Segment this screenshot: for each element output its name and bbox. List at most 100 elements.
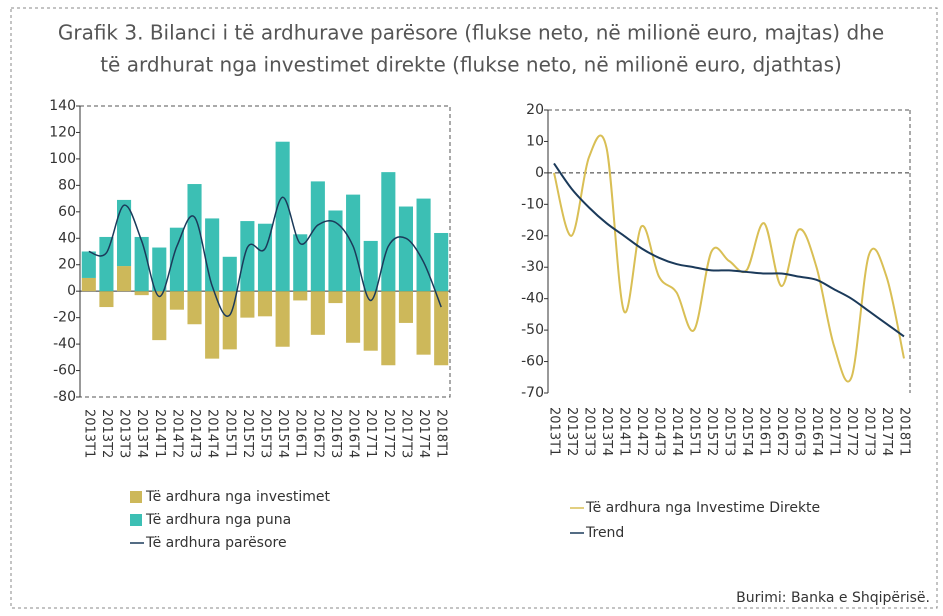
line xyxy=(553,162,905,338)
y-tick-label: 40 xyxy=(58,230,76,246)
y-tick-label: -30 xyxy=(521,259,544,275)
y-tick-label: -20 xyxy=(53,310,76,326)
x-tick-label: 2015T2 xyxy=(240,409,255,458)
bar xyxy=(222,256,237,292)
y-tick-label: -80 xyxy=(53,389,76,405)
bar xyxy=(205,291,220,359)
x-tick-label: 2014T4 xyxy=(205,409,220,458)
bar xyxy=(205,218,220,292)
bar xyxy=(81,251,96,278)
x-tick-label: 2015T1 xyxy=(222,409,237,458)
x-tick-label: 2014T3 xyxy=(187,409,202,458)
x-tick-label: 2016T3 xyxy=(792,407,807,456)
bar xyxy=(134,236,149,292)
x-tick-label: 2015T4 xyxy=(739,407,754,456)
bar xyxy=(398,291,413,323)
y-tick-label: -10 xyxy=(521,196,544,212)
x-tick-label: 2017T2 xyxy=(844,407,859,456)
legend-label: Të ardhura nga investimet xyxy=(145,489,331,505)
bar xyxy=(416,291,431,355)
y-tick-label: -60 xyxy=(521,354,544,370)
bar xyxy=(134,291,149,296)
y-tick-label: -40 xyxy=(53,336,76,352)
x-tick-label: 2016T3 xyxy=(328,409,343,458)
x-tick-label: 2015T1 xyxy=(687,407,702,456)
y-tick-label: -40 xyxy=(521,291,544,307)
bar xyxy=(152,247,167,292)
x-tick-label: 2014T2 xyxy=(634,407,649,456)
bar xyxy=(328,291,343,304)
y-tick-label: 0 xyxy=(535,165,544,181)
bar xyxy=(81,277,96,292)
bar xyxy=(434,232,449,292)
x-tick-label: 2015T3 xyxy=(258,409,273,458)
x-tick-label: 2017T2 xyxy=(381,409,396,458)
title: të ardhurat nga investimet direkte (fluk… xyxy=(100,53,842,77)
legend-swatch xyxy=(130,491,142,503)
x-tick-label: 2014T4 xyxy=(669,407,684,456)
x-tick-label: 2014T1 xyxy=(152,409,167,458)
bar xyxy=(434,291,449,366)
x-tick-label: 2016T1 xyxy=(757,407,772,456)
frame xyxy=(10,7,938,609)
x-tick-label: 2015T4 xyxy=(275,409,290,458)
bar xyxy=(381,291,396,366)
line xyxy=(553,134,905,383)
x-tick-label: 2016T2 xyxy=(774,407,789,456)
x-tick-label: 2016T1 xyxy=(293,409,308,458)
x-tick-label: 2017T4 xyxy=(879,407,894,456)
x-tick-label: 2016T4 xyxy=(346,409,361,458)
x-tick-label: 2014T2 xyxy=(169,409,184,458)
legend-label: Trend xyxy=(585,525,624,541)
bar xyxy=(99,291,114,308)
x-tick-label: 2018T1 xyxy=(434,409,449,458)
x-tick-label: 2015T2 xyxy=(704,407,719,456)
bar xyxy=(240,221,255,292)
x-tick-label: 2013T3 xyxy=(117,409,132,458)
bar xyxy=(346,194,361,292)
x-tick-label: 2013T3 xyxy=(582,407,597,456)
bar xyxy=(346,291,361,343)
x-tick-label: 2017T1 xyxy=(827,407,842,456)
bar xyxy=(240,291,255,318)
bar xyxy=(293,234,308,292)
y-tick-label: 10 xyxy=(526,133,544,149)
y-tick-label: 80 xyxy=(58,177,76,193)
x-tick-label: 2013T4 xyxy=(599,407,614,456)
source: Burimi: Banka e Shqipërisë. xyxy=(736,590,930,606)
bar xyxy=(416,198,431,292)
y-tick-label: -50 xyxy=(521,322,544,338)
bar xyxy=(381,172,396,292)
x-tick-label: 2014T1 xyxy=(617,407,632,456)
x-tick-label: 2013T4 xyxy=(134,409,149,458)
bar xyxy=(275,141,290,292)
bar xyxy=(310,181,325,292)
x-tick-label: 2016T4 xyxy=(809,407,824,456)
x-tick-label: 2015T3 xyxy=(722,407,737,456)
x-tick-label: 2017T1 xyxy=(363,409,378,458)
legend-label: Të ardhura nga puna xyxy=(145,512,291,528)
bar xyxy=(363,291,378,351)
x-tick-label: 2013T1 xyxy=(547,407,562,456)
x-tick-label: 2016T2 xyxy=(310,409,325,458)
y-tick-label: -20 xyxy=(521,228,544,244)
y-tick-label: -70 xyxy=(521,385,544,401)
bar xyxy=(257,291,273,317)
bar xyxy=(187,291,202,325)
x-tick-label: 2013T2 xyxy=(564,407,579,456)
y-tick-label: -60 xyxy=(53,363,76,379)
x-tick-label: 2013T2 xyxy=(99,409,114,458)
x-tick-label: 2017T4 xyxy=(416,409,431,458)
y-tick-label: 20 xyxy=(58,257,76,273)
legend-swatch xyxy=(130,514,142,526)
x-tick-label: 2014T3 xyxy=(652,407,667,456)
bar xyxy=(99,236,114,292)
y-tick-label: 60 xyxy=(58,204,76,220)
bar xyxy=(117,199,132,267)
bar xyxy=(169,227,184,292)
title: Grafik 3. Bilanci i të ardhurave parësor… xyxy=(58,21,884,45)
x-tick-label: 2013T1 xyxy=(81,409,96,458)
line xyxy=(88,196,442,317)
y-tick-label: 120 xyxy=(49,124,76,140)
